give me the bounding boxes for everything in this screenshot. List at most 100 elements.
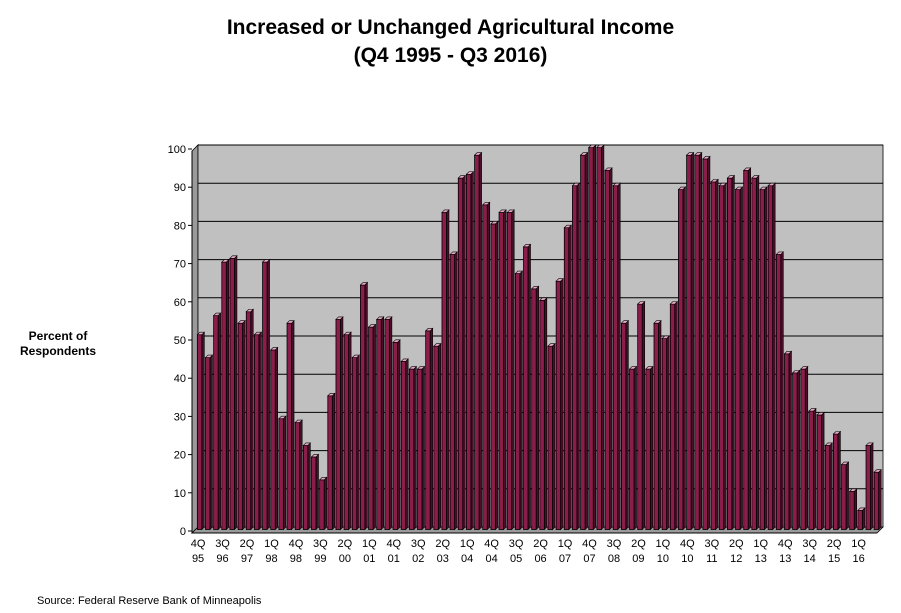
bar: [596, 144, 605, 531]
bar-top: [588, 144, 597, 148]
x-tick-label-year: 13: [779, 553, 791, 565]
x-tick-label-quarter: 4Q: [386, 538, 401, 550]
bar-front: [302, 445, 309, 530]
bar-front: [417, 368, 423, 530]
bar-front: [588, 147, 594, 530]
x-tick-label-year: 01: [388, 553, 400, 565]
bar-front: [653, 322, 659, 530]
bar-front: [237, 322, 243, 530]
bar-top: [416, 366, 426, 370]
bar-top: [840, 461, 850, 465]
bar: [514, 270, 524, 531]
bar: [873, 468, 882, 531]
x-tick-label-year: 05: [510, 553, 522, 565]
bar-top: [612, 182, 621, 186]
x-tick-label-year: 12: [730, 553, 742, 565]
bar-top: [253, 331, 263, 335]
bar-front: [637, 303, 643, 530]
bar-top: [490, 221, 499, 225]
bar-front: [196, 334, 203, 530]
bar-front: [784, 353, 790, 530]
bar-front: [841, 464, 847, 530]
bar: [212, 312, 222, 531]
bar: [767, 182, 776, 531]
bar: [710, 178, 719, 531]
x-tick-label-quarter: 2Q: [533, 538, 548, 550]
bar-top: [751, 175, 760, 179]
bar: [237, 319, 246, 531]
x-tick-label-year: 16: [852, 553, 864, 565]
bar-top: [547, 343, 556, 347]
bar-top: [832, 431, 842, 435]
bar-top: [441, 209, 450, 213]
bar: [726, 174, 736, 531]
bar-top: [873, 469, 882, 473]
bar-top: [196, 331, 206, 335]
bar-top: [343, 331, 352, 335]
bar-top: [848, 488, 858, 492]
x-tick-label-year: 04: [461, 553, 473, 565]
chart-subtitle: (Q4 1995 - Q3 2016): [353, 44, 548, 67]
bar-top: [473, 152, 483, 156]
bar-top: [335, 316, 344, 320]
x-tick-label-year: 95: [192, 553, 204, 565]
bar: [547, 342, 556, 531]
y-tick-label: 100: [168, 144, 186, 156]
bar-front: [547, 345, 553, 530]
bar-front: [775, 254, 782, 530]
bar-front: [596, 147, 602, 530]
bar: [424, 327, 434, 531]
bar-front: [661, 338, 668, 530]
bar-front: [873, 471, 880, 530]
bar: [351, 354, 360, 531]
bar: [376, 316, 385, 531]
bar: [392, 339, 401, 531]
y-axis-label: Percent of Respondents: [8, 329, 108, 359]
x-tick-label-quarter: 1Q: [656, 538, 671, 550]
bar-front: [629, 368, 635, 530]
bar: [742, 167, 752, 531]
x-tick-label-quarter: 1Q: [753, 538, 768, 550]
bar: [490, 220, 499, 531]
y-axis-label-text: Percent of Respondents: [19, 329, 96, 358]
bar: [800, 365, 809, 531]
bar-top: [734, 186, 744, 190]
bar-front: [726, 177, 733, 530]
x-tick-label-quarter: 3Q: [607, 538, 622, 550]
x-tick-label-year: 14: [804, 553, 816, 565]
bar-top: [465, 171, 475, 175]
bar: [261, 258, 271, 531]
y-tick-label: 0: [180, 526, 186, 538]
bar: [653, 319, 662, 531]
y-tick-label: 70: [174, 259, 186, 271]
bar: [628, 365, 638, 531]
bar-top: [237, 320, 246, 324]
bar-front: [425, 330, 431, 530]
bar-front: [213, 315, 219, 530]
bar: [196, 331, 206, 531]
bar-top: [221, 259, 230, 263]
bar-front: [808, 410, 814, 530]
bar: [327, 392, 336, 531]
bar-front: [686, 154, 692, 530]
x-tick-label-quarter: 1Q: [362, 538, 377, 550]
bar-top: [824, 442, 833, 446]
bar: [824, 442, 833, 531]
bar-top: [530, 286, 540, 290]
bar-front: [229, 257, 235, 530]
bar-top: [775, 251, 785, 255]
bar-top: [286, 320, 295, 324]
bar-front: [580, 154, 586, 530]
bar-top: [522, 244, 532, 248]
chart-title-line: Increased or Unchanged Agricultural Inco…: [226, 16, 675, 39]
bar-top: [229, 255, 238, 259]
bar: [636, 300, 646, 531]
bar-top: [685, 152, 695, 156]
x-tick-label-year: 13: [755, 553, 767, 565]
bar-top: [310, 454, 320, 458]
x-tick-label-year: 01: [363, 553, 375, 565]
x-tick-label-year: 07: [583, 553, 595, 565]
x-tick-label-quarter: 2Q: [240, 538, 255, 550]
bar-front: [792, 372, 798, 530]
bar: [612, 182, 621, 531]
